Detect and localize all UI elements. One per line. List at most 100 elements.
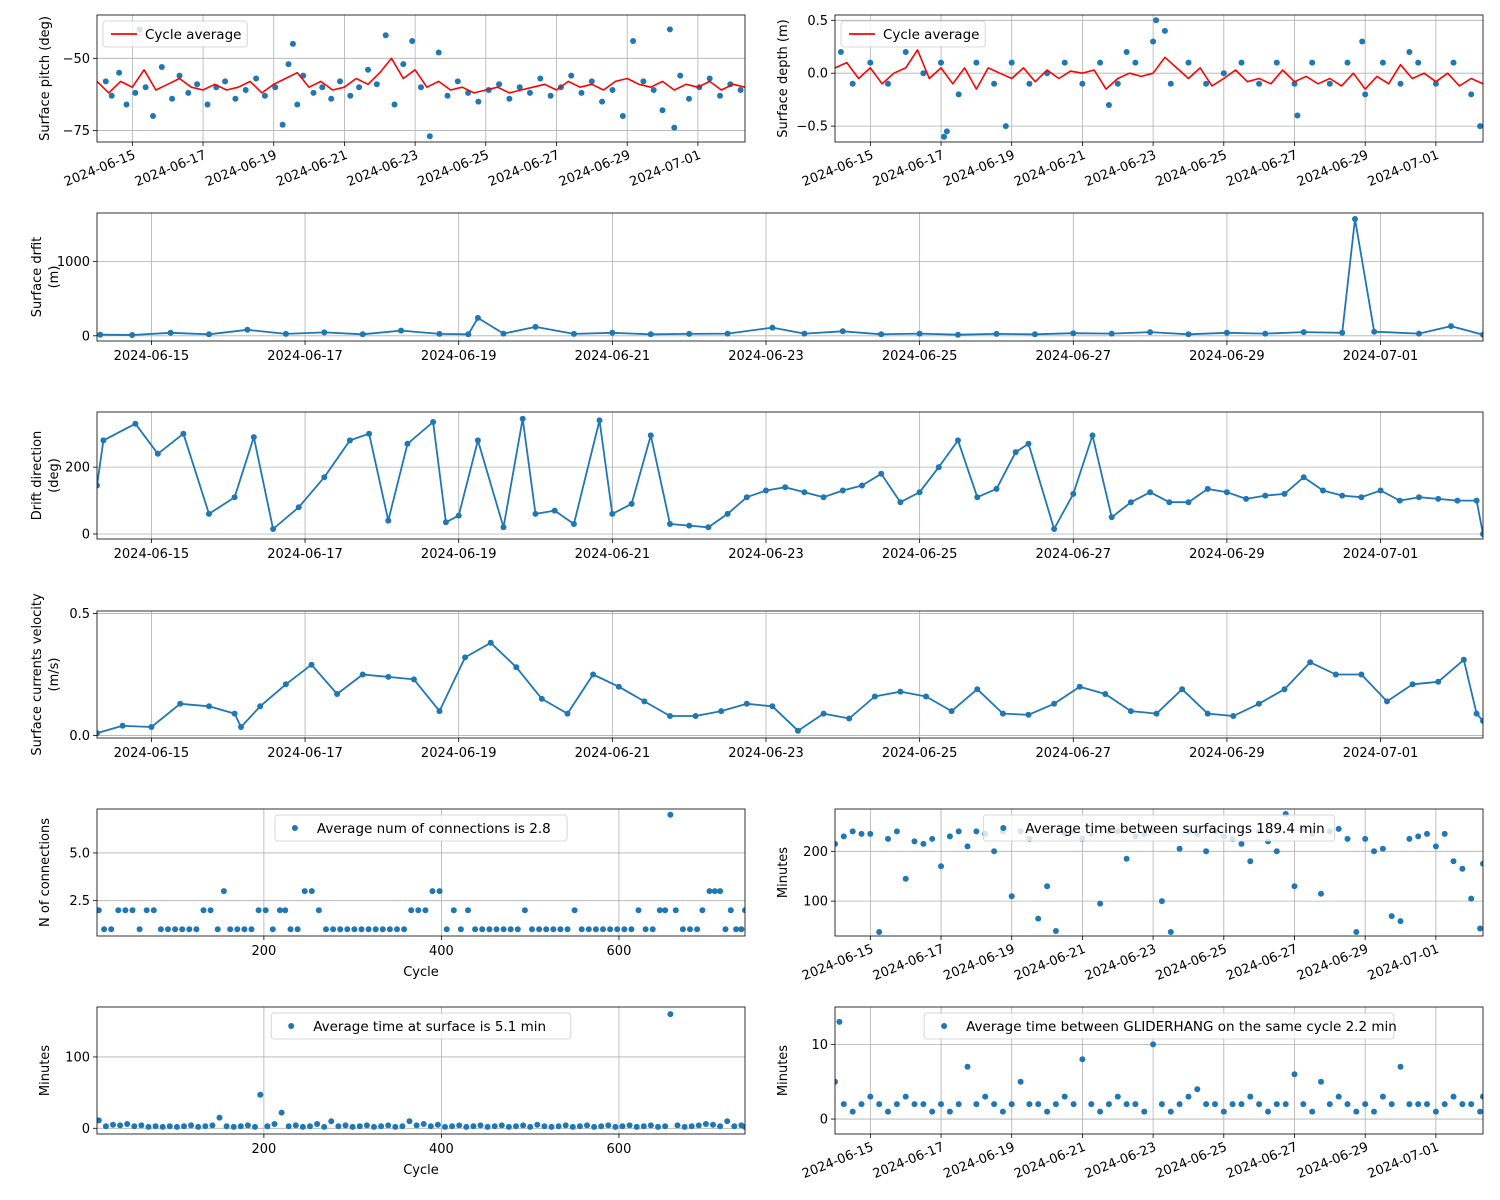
data-point xyxy=(379,926,386,933)
plot-area xyxy=(835,1018,1483,1115)
data-point xyxy=(1127,708,1134,715)
plot-area xyxy=(97,216,1483,338)
data-point xyxy=(955,331,961,338)
data-point xyxy=(846,715,853,722)
legend-label: Cycle average xyxy=(145,27,241,43)
data-point xyxy=(1344,1101,1351,1108)
data-point xyxy=(1044,883,1051,890)
data-point xyxy=(1097,59,1104,66)
data-point xyxy=(615,683,622,690)
data-point xyxy=(408,907,415,914)
data-point xyxy=(232,95,239,102)
y-tick-label: 0.5 xyxy=(807,14,828,29)
x-tick-label: 2024-06-25 xyxy=(1154,1140,1230,1182)
data-point xyxy=(717,1123,724,1130)
data-point xyxy=(398,327,405,334)
data-point xyxy=(902,875,909,882)
data-point xyxy=(876,1101,883,1108)
legend-box xyxy=(274,814,568,842)
data-point xyxy=(1480,331,1483,338)
data-point xyxy=(677,72,684,79)
x-axis-label: Cycle xyxy=(403,1163,439,1178)
data-point xyxy=(570,521,577,527)
data-point xyxy=(1415,833,1422,840)
data-point xyxy=(157,926,164,933)
data-point xyxy=(278,1109,285,1116)
data-point xyxy=(204,101,211,108)
data-point xyxy=(871,693,878,700)
data-point xyxy=(328,1118,335,1125)
data-point xyxy=(674,1122,681,1129)
data-point xyxy=(538,695,545,702)
data-point xyxy=(186,926,193,933)
axes-frame xyxy=(96,411,1484,540)
data-point xyxy=(1158,1101,1165,1108)
data-point xyxy=(1359,38,1366,45)
data-point xyxy=(642,926,649,933)
data-point xyxy=(474,314,481,321)
data-point xyxy=(1265,1108,1271,1115)
chart-pitch: 2024-06-152024-06-172024-06-192024-06-21… xyxy=(38,14,746,190)
chart-direction: 2024-06-15 2024-06-17 2024-06-19 2024-06-21… xyxy=(30,411,1484,562)
data-point xyxy=(527,1123,534,1130)
data-point xyxy=(576,1123,583,1130)
data-point xyxy=(619,113,626,119)
chart-surfacings: 2024-06-152024-06-172024-06-192024-06-21… xyxy=(776,808,1484,984)
data-point xyxy=(974,494,981,501)
data-point xyxy=(681,1123,688,1130)
data-point xyxy=(363,1122,370,1129)
x-tick-label: 200 xyxy=(251,944,276,959)
x-tick-label: 2024-06-23 xyxy=(1083,942,1159,984)
data-point xyxy=(688,1123,695,1130)
data-point xyxy=(450,907,457,914)
data-point xyxy=(454,78,461,85)
data-point xyxy=(202,1123,209,1130)
y-axis-label: Minutes xyxy=(38,1045,53,1096)
legend: Cycle average xyxy=(840,20,986,48)
data-point xyxy=(991,1101,998,1108)
data-point xyxy=(1432,80,1439,87)
data-point xyxy=(938,59,944,66)
data-point xyxy=(1273,1101,1280,1108)
data-point xyxy=(527,89,533,96)
data-point xyxy=(255,907,262,914)
data-point xyxy=(500,524,507,531)
data-point xyxy=(372,926,379,933)
data-point xyxy=(702,1121,709,1127)
data-point xyxy=(1052,928,1059,934)
y-axis-label: Minutes xyxy=(776,847,791,898)
data-point xyxy=(97,907,102,914)
data-point xyxy=(635,907,642,914)
x-tick-label: 2024-06-25 xyxy=(1154,942,1230,984)
data-point xyxy=(282,907,289,914)
data-point xyxy=(570,330,577,337)
data-point xyxy=(172,926,179,933)
data-point xyxy=(1008,59,1015,66)
legend: Average num of connections is 2.8 xyxy=(274,814,568,842)
data-point xyxy=(319,84,326,91)
data-point xyxy=(129,332,136,338)
x-tick-label: 2024-07-01 xyxy=(1366,942,1442,984)
data-point xyxy=(801,330,808,337)
data-point xyxy=(279,121,286,128)
data-point xyxy=(667,521,673,527)
data-point xyxy=(462,654,469,661)
data-point xyxy=(194,81,201,88)
data-point xyxy=(742,907,745,914)
data-point xyxy=(1335,1093,1342,1100)
data-point xyxy=(359,671,366,678)
data-point xyxy=(938,863,944,870)
data-point xyxy=(738,926,745,933)
data-point xyxy=(1397,918,1404,925)
data-point xyxy=(1070,330,1077,337)
x-tick-label: 2024-06-17 xyxy=(871,1140,947,1182)
x-tick-label: 2024-06-15 xyxy=(114,349,190,364)
data-point xyxy=(973,59,980,66)
data-point xyxy=(801,489,808,496)
data-point xyxy=(920,840,927,847)
x-tick-label: 2024-06-23 xyxy=(728,746,804,761)
y-tick-label: 200 xyxy=(803,845,828,860)
data-point xyxy=(102,1123,109,1130)
plot-area xyxy=(97,811,745,933)
data-point xyxy=(840,833,847,840)
